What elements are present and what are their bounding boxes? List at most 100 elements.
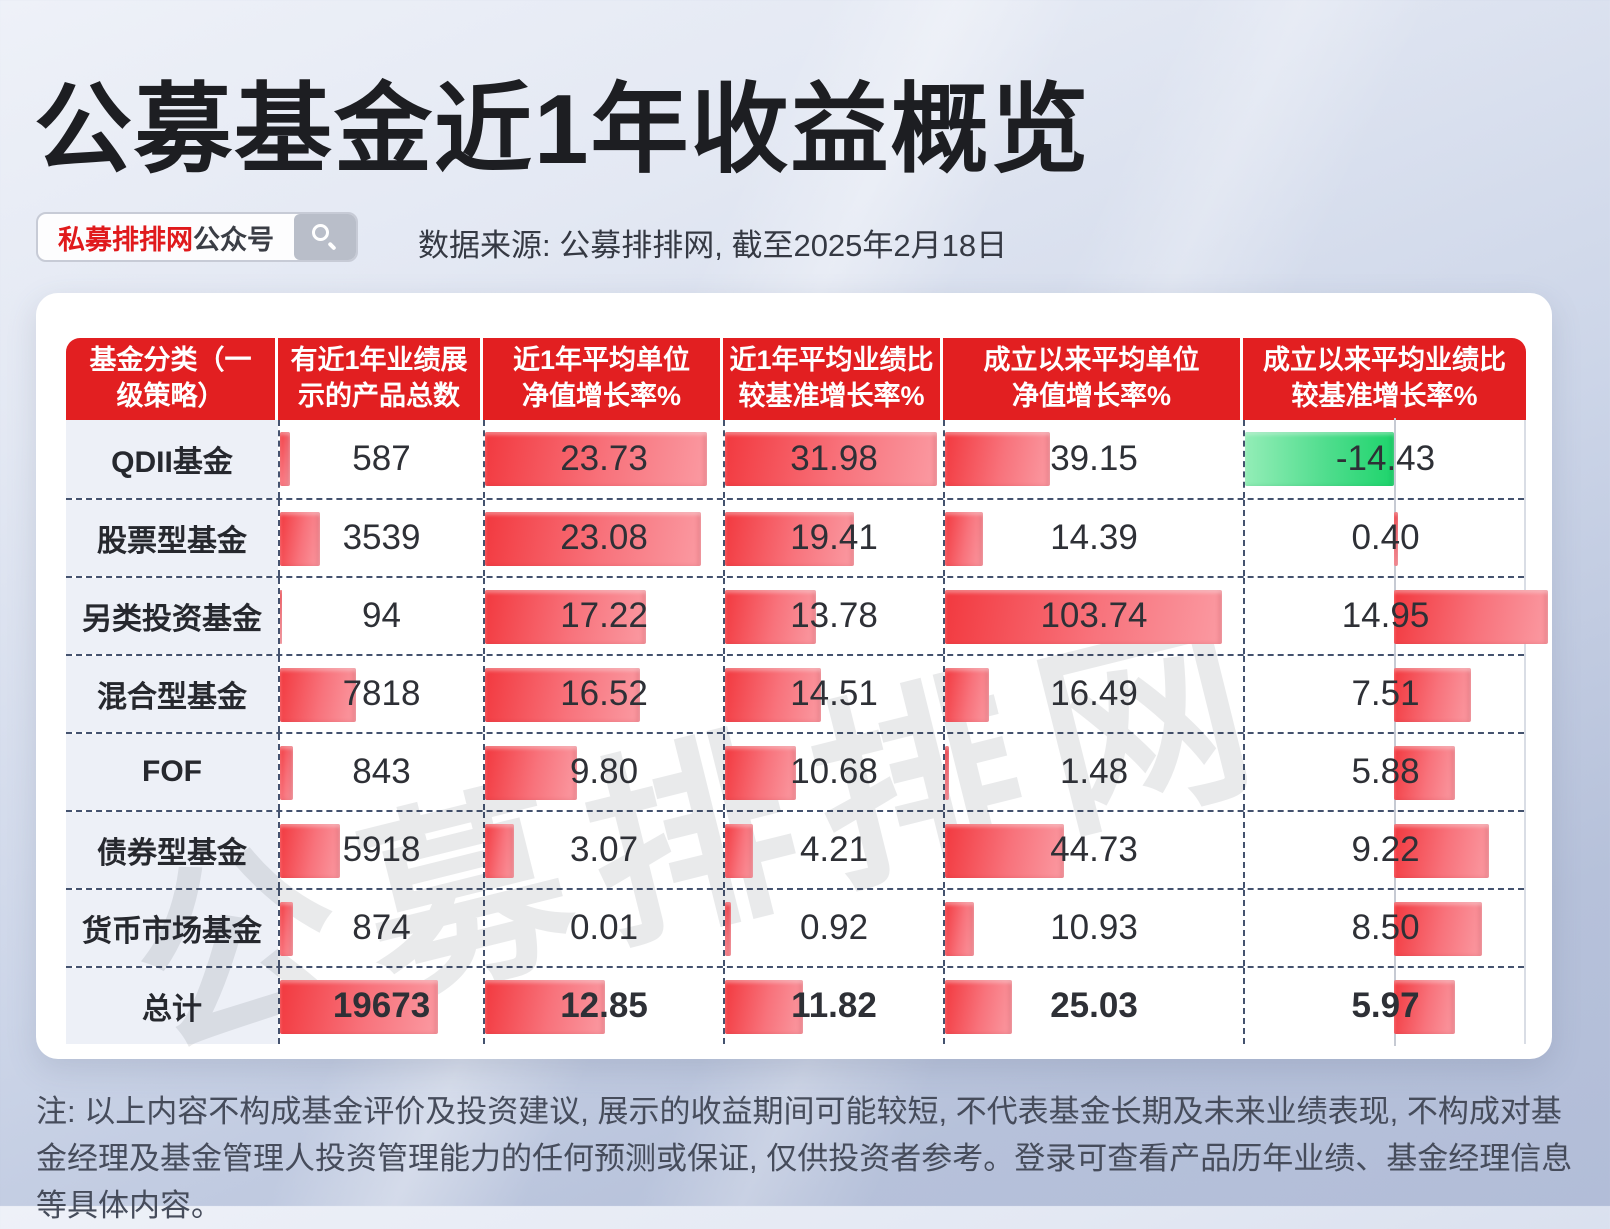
value-bar: [1394, 590, 1548, 644]
value-cell: 3539: [278, 500, 483, 576]
cell-value: 10.68: [790, 752, 878, 791]
value-cell: 10.93: [943, 890, 1243, 966]
cell-value: 843: [352, 752, 411, 791]
cell-value: 19.41: [790, 518, 878, 557]
disclaimer-note: 注: 以上内容不构成基金评价及投资建议, 展示的收益期间可能较短, 不代表基金长…: [36, 1094, 1573, 1224]
cell-value: 16.52: [560, 674, 648, 713]
cell-value: 12.85: [560, 986, 648, 1025]
table-row: FOF 843 9.80 10.68 1.48 5.88: [66, 732, 1526, 812]
value-bar: [485, 980, 606, 1034]
cell-value: 7818: [342, 674, 421, 713]
value-cell: 4.21: [723, 812, 943, 888]
value-bar: [725, 902, 732, 956]
table-row: 总计 19673 12.85 11.82 25.03 5.97: [66, 966, 1526, 1046]
cell-value: 31.98: [790, 439, 878, 478]
search-icon: [312, 224, 338, 251]
value-cell: 5.88: [1243, 732, 1526, 812]
value-bar: [945, 980, 1012, 1034]
cell-value: 874: [352, 908, 411, 947]
zero-axis-line: [1394, 418, 1396, 500]
cell-value: 10.93: [1050, 908, 1138, 947]
value-cell: 7.51: [1243, 654, 1526, 734]
search-button[interactable]: [294, 214, 356, 260]
value-bar: [1394, 980, 1456, 1034]
value-bar: [1394, 668, 1472, 722]
value-cell: 0.01: [483, 890, 723, 966]
cell-value: 23.73: [560, 439, 648, 478]
value-bar: [280, 746, 293, 800]
page-title: 公募基金近1年收益概览: [34, 74, 1091, 184]
table-body: QDII基金 587 23.73 31.98 39.15 -14.43 股票型基金 3539 2…: [66, 418, 1548, 1046]
brand-name: 私募排排网: [58, 224, 193, 255]
value-cell: 39.15: [943, 420, 1243, 498]
value-bar: [485, 512, 701, 566]
col-header-3: 近1年平均业绩比 较基准增长率%: [723, 338, 940, 420]
cell-value: 25.03: [1050, 986, 1138, 1025]
value-bar: [280, 590, 283, 644]
cell-value: 9.80: [569, 752, 639, 791]
cell-value: 39.15: [1050, 439, 1138, 478]
search-text: 私募排排网公众号: [38, 218, 294, 257]
value-cell: 17.22: [483, 578, 723, 654]
col-header-4: 成立以来平均单位 净值增长率%: [943, 338, 1240, 420]
col-header-2: 近1年平均单位 净值增长率%: [483, 338, 720, 420]
cell-value: 19673: [332, 986, 431, 1025]
value-bar: [280, 902, 294, 956]
value-cell: 5918: [278, 812, 483, 888]
cell-value: 0.92: [799, 908, 869, 947]
cell-value: 94: [362, 596, 401, 635]
value-cell: 9.22: [1243, 810, 1526, 890]
cell-value: 5918: [342, 830, 421, 869]
value-cell: 14.39: [943, 500, 1243, 576]
col-header-5: 成立以来平均业绩比 较基准增长率%: [1243, 338, 1526, 420]
value-cell: 31.98: [723, 420, 943, 498]
row-label: 另类投资基金: [66, 578, 278, 654]
cell-value: 0.01: [569, 908, 639, 947]
value-bar: [280, 824, 341, 878]
value-cell: 874: [278, 890, 483, 966]
cell-value: 9.22: [1351, 830, 1420, 869]
value-cell: 0.40: [1243, 498, 1526, 578]
value-bar: [945, 824, 1065, 878]
value-bar: [945, 902, 975, 956]
value-cell: 23.73: [483, 420, 723, 498]
value-bar: [1394, 512, 1399, 566]
value-bar: [280, 980, 438, 1034]
cell-value: -14.43: [1335, 439, 1436, 478]
table-row: QDII基金 587 23.73 31.98 39.15 -14.43: [66, 418, 1524, 500]
value-bar: [945, 590, 1222, 644]
col-header-0: 基金分类（一 级策略）: [66, 338, 275, 420]
row-label: 总计: [66, 968, 278, 1044]
value-bar: [1394, 746, 1455, 800]
cell-value: 0.40: [1351, 518, 1420, 557]
row-label: 股票型基金: [66, 500, 278, 576]
table-row: 股票型基金 3539 23.08 19.41 14.39 0.40: [66, 498, 1526, 578]
table-row: 货币市场基金 874 0.01 0.92 10.93 8.50: [66, 888, 1526, 968]
value-cell: 5.97: [1243, 966, 1526, 1046]
value-bar: [485, 668, 640, 722]
value-bar: [945, 512, 984, 566]
cell-value: 4.21: [799, 830, 869, 869]
negative-value-bar: [1245, 432, 1394, 486]
cell-value: 17.22: [560, 596, 648, 635]
value-bar: [725, 824, 753, 878]
value-bar: [945, 746, 949, 800]
table-row: 另类投资基金 94 17.22 13.78 103.74 14.95: [66, 576, 1548, 656]
value-cell: 14.95: [1243, 576, 1548, 656]
value-bar: [725, 668, 822, 722]
data-source: 数据来源: 公募排排网, 截至2025年2月18日: [418, 228, 1008, 263]
cell-value: 7.51: [1351, 674, 1420, 713]
value-cell: 8.50: [1243, 888, 1526, 968]
search-input[interactable]: 私募排排网公众号: [36, 212, 358, 262]
value-cell: 13.78: [723, 578, 943, 654]
cell-value: 3539: [342, 518, 421, 557]
cell-value: 14.95: [1341, 596, 1430, 635]
table-row: 债券型基金 5918 3.07 4.21 44.73 9.22: [66, 810, 1526, 890]
value-bar: [280, 512, 321, 566]
value-bar: [280, 432, 290, 486]
value-cell: 25.03: [943, 968, 1243, 1044]
cell-value: 1.48: [1059, 752, 1129, 791]
value-bar: [945, 432, 1050, 486]
value-bar: [1394, 902, 1482, 956]
value-cell: 44.73: [943, 812, 1243, 888]
